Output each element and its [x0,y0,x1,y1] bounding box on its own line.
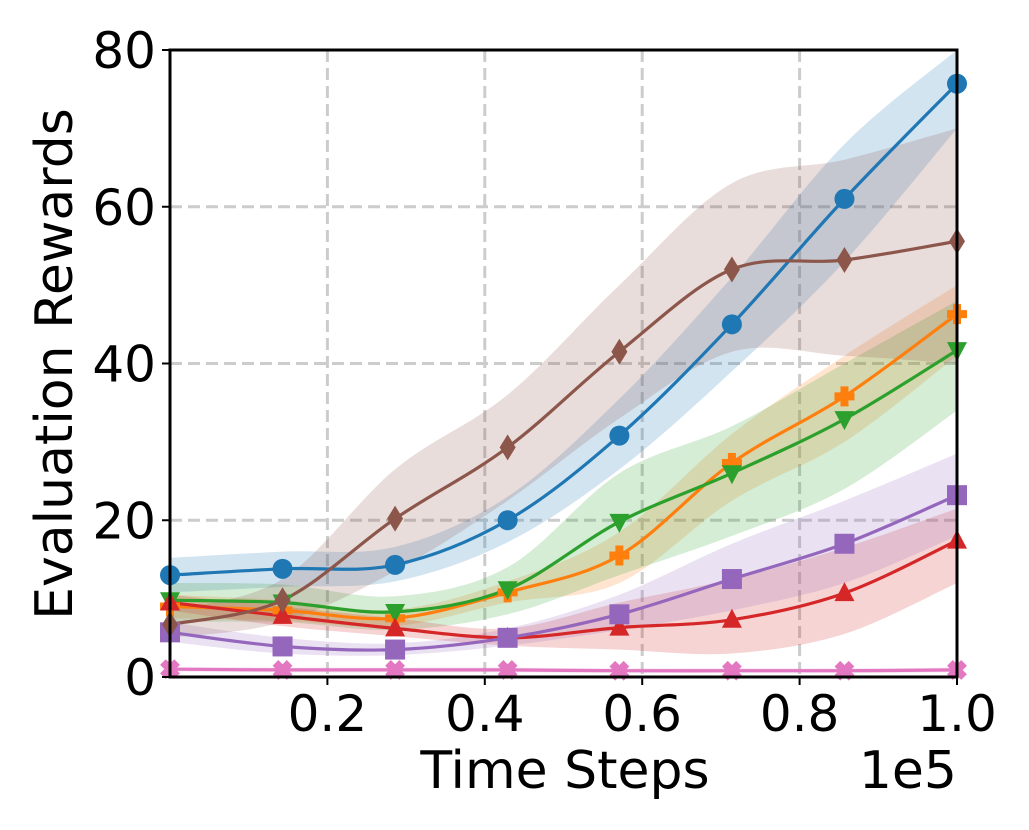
data-point-diamond [836,247,853,274]
data-point-circle [272,558,293,579]
y-tick-label: 40 [92,336,156,394]
data-point-square [721,569,742,590]
data-point-circle [497,510,518,531]
x-tick-label: 1.0 [917,685,997,743]
y-axis-label: Evaluation Rewards [25,108,85,620]
data-point-square [834,533,855,554]
data-point-triangle-up [385,617,406,637]
data-point-triangle-down [609,513,630,533]
series-line-5 [170,239,957,627]
data-point-triangle-down [385,603,406,623]
x-axis-offset-label: 1e5 [859,741,957,801]
y-tick-label: 60 [92,179,156,237]
series-line-2 [170,348,957,614]
data-point-square [385,639,406,660]
data-point-square [272,636,293,657]
series-band-5 [170,128,957,638]
data-point-diamond [387,505,404,532]
data-point-circle [834,188,855,209]
data-point-x-filled [385,660,405,680]
grid-lines [170,50,957,677]
x-axis-ticks: 0.2 0.4 0.6 0.8 1.0 [288,677,997,743]
data-point-plus [834,386,855,407]
y-axis-ticks: 0 20 40 60 80 [92,22,170,707]
x-tick-label: 0.8 [760,685,840,743]
x-tick-label: 0.6 [602,685,682,743]
data-point-diamond [274,587,291,614]
data-point-triangle-down [834,411,855,431]
series-band-0 [170,50,957,593]
data-point-triangle-up [609,616,630,636]
series-band-1 [170,285,957,627]
data-point-diamond [499,434,516,461]
y-tick-label: 20 [92,492,156,550]
data-point-diamond [723,256,740,283]
x-axis-label: Time Steps [419,741,709,801]
series-band-4 [170,453,957,656]
series-band-2 [170,300,957,631]
y-tick-label: 80 [92,22,156,80]
data-point-circle [609,425,630,446]
data-point-square [497,627,518,648]
data-point-circle [385,554,406,575]
data-point-triangle-down [721,465,742,485]
data-point-diamond [611,338,628,365]
data-point-plus [609,545,630,566]
data-point-triangle-up [834,582,855,602]
series-line-1 [170,312,957,621]
data-point-triangle-down [497,581,518,601]
data-point-triangle-up [272,604,293,624]
data-point-circle [721,314,742,335]
data-point-square [609,604,630,625]
data-point-x-filled [272,660,293,680]
data-point-triangle-up [721,608,742,628]
x-tick-label: 0.2 [288,685,368,743]
series-line-6 [170,667,957,673]
data-point-x-filled [497,660,518,680]
y-tick-label: 0 [124,649,156,707]
data-point-plus [721,453,742,474]
x-tick-label: 0.4 [445,685,525,743]
